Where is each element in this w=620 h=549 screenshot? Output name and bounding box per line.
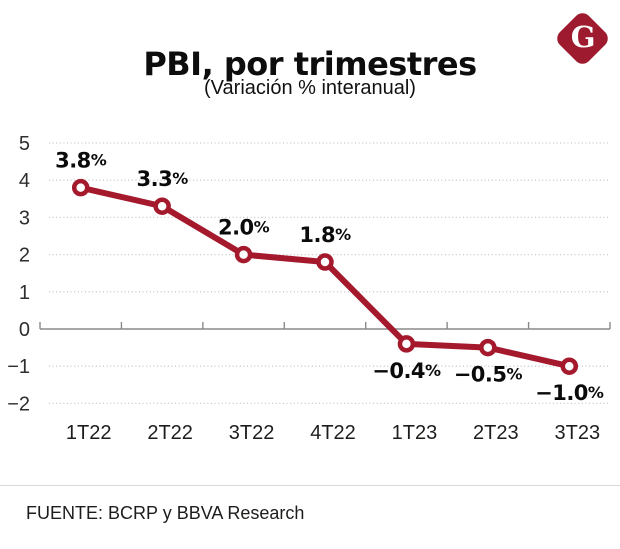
svg-text:4T22: 4T22 <box>310 422 356 444</box>
svg-text:2T23: 2T23 <box>473 422 519 444</box>
x-axis-labels: 1T22 2T22 3T22 4T22 1T23 2T23 3T23 <box>66 422 600 444</box>
svg-text:1.8%: 1.8% <box>299 223 351 247</box>
x-axis <box>39 322 611 330</box>
data-point-markers <box>71 178 579 375</box>
svg-text:3.3%: 3.3% <box>137 167 189 191</box>
svg-text:−2: −2 <box>7 393 30 415</box>
page-subtitle: (Variación % interanual) <box>204 77 416 99</box>
svg-text:2: 2 <box>19 245 30 267</box>
svg-text:−0.5%: −0.5% <box>454 363 523 387</box>
svg-text:5: 5 <box>19 133 30 155</box>
series-line <box>77 184 573 370</box>
svg-text:3.8%: 3.8% <box>55 149 107 173</box>
svg-text:2T22: 2T22 <box>147 422 193 444</box>
svg-text:−1.0%: −1.0% <box>535 381 604 405</box>
svg-text:−1: −1 <box>7 356 30 378</box>
svg-text:1T23: 1T23 <box>392 422 438 444</box>
page-title: PBI, por trimestres <box>143 45 477 84</box>
svg-text:3T22: 3T22 <box>229 422 275 444</box>
line-chart: 5 4 3 2 1 0 −1 −2 3.8% 3.3% 2.0% 1.8% −0.4% −0.5% −1.0… <box>7 133 611 444</box>
gestion-logo-diamond-icon: G <box>553 9 612 68</box>
svg-text:1: 1 <box>19 282 30 304</box>
svg-text:1T22: 1T22 <box>66 422 112 444</box>
gestion-logo: G <box>553 9 612 68</box>
svg-text:−0.4%: −0.4% <box>372 359 441 383</box>
svg-text:2.0%: 2.0% <box>218 216 270 240</box>
svg-text:3T23: 3T23 <box>554 422 600 444</box>
y-axis-labels: 5 4 3 2 1 0 −1 −2 <box>7 133 30 415</box>
svg-text:0: 0 <box>19 319 30 341</box>
data-point-labels: 3.8% 3.3% 2.0% 1.8% −0.4% −0.5% −1.0% <box>55 149 604 406</box>
footer-divider <box>0 485 620 486</box>
svg-text:3: 3 <box>19 207 30 229</box>
y-gridlines <box>49 142 610 405</box>
gestion-logo-letter: G <box>570 20 596 55</box>
source-text: FUENTE: BCRP y BBVA Research <box>26 503 305 523</box>
svg-text:4: 4 <box>19 170 30 192</box>
